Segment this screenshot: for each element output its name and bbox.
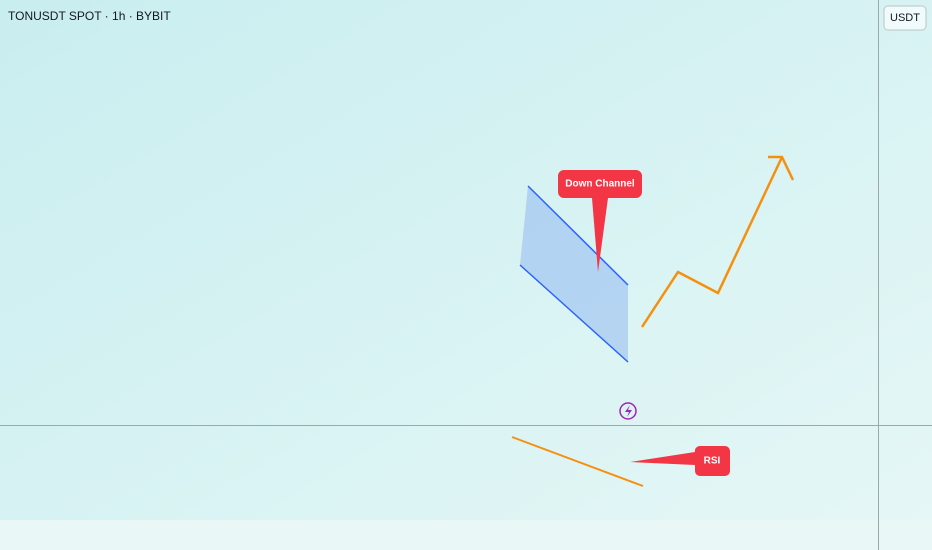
channel-lower — [519, 264, 629, 363]
annotation: Down Channel — [565, 179, 635, 190]
event-icon[interactable] — [619, 402, 637, 420]
annotation: RSI — [704, 456, 721, 467]
rsi-trendline — [511, 436, 644, 487]
time-axis-bg — [0, 520, 932, 550]
callout-rsi — [630, 445, 730, 476]
currency-button[interactable] — [883, 5, 927, 31]
channel-upper — [527, 185, 629, 286]
callout-down-channel — [558, 170, 642, 272]
down-channel — [520, 186, 628, 362]
projection-arrowhead — [768, 155, 795, 181]
projection-path — [640, 156, 784, 328]
event-icon-bolt — [625, 405, 632, 417]
chart-title: TONUSDT SPOT · 1h · BYBIT — [8, 9, 171, 23]
currency: USDT — [890, 12, 920, 24]
